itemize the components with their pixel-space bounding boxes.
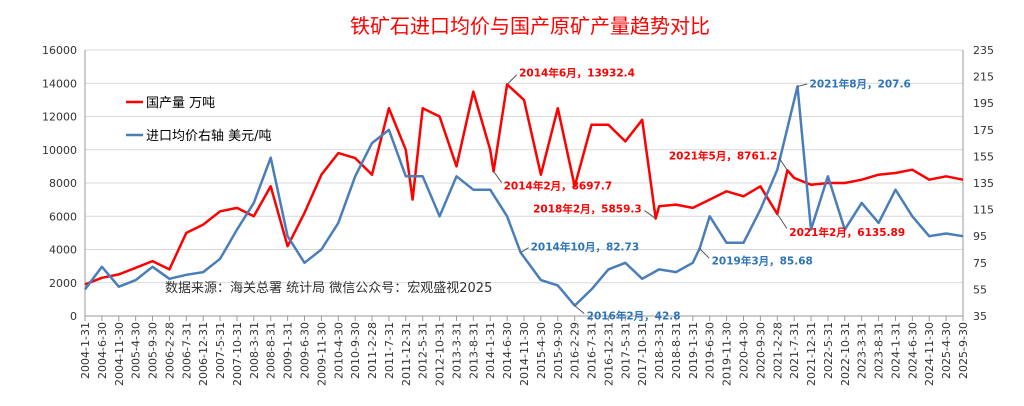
annotation-label: 2021年5月，8761.2 [669,149,778,162]
x-tick-label: 2024-6-30 [906,322,919,379]
annotation-leader [574,305,585,315]
x-tick-label: 2010-9-30 [349,322,362,379]
x-tick-label: 2022-5-31 [822,322,835,379]
annotation-label: 2018年2月，5859.3 [533,203,642,216]
x-tick-label: 2021-7-31 [788,322,801,379]
x-tick-label: 2011-7-31 [383,322,396,379]
annotation-label: 2016年2月，42.8 [587,310,681,323]
x-tick-label: 2022-10-31 [839,322,852,386]
x-tick-label: 2008-3-31 [248,322,261,379]
x-tick-label: 2024-1-31 [889,322,902,379]
x-tick-label: 2013-8-31 [467,322,480,379]
x-tick-label: 2023-8-31 [873,322,886,379]
x-tick-label: 2010-4-30 [332,322,345,379]
x-tick-label: 2004-11-30 [113,322,126,386]
annotation-leader [776,213,788,229]
x-tick-label: 2011-12-31 [400,322,413,386]
x-tick-label: 2021-12-31 [805,322,818,386]
x-tick-label: 2008-8-31 [265,322,278,379]
annotation-label: 2021年2月，6135.89 [789,226,905,239]
x-tick-label: 2019-11-30 [721,322,734,386]
x-tick-label: 2020-9-30 [754,322,767,379]
x-tick-label: 2019-6-30 [704,322,717,379]
y-left-tick-label: 8000 [49,177,77,190]
y-right-tick-label: 195 [973,97,994,110]
x-tick-label: 2006-12-31 [197,322,210,386]
source-note: 数据来源：海关总署 统计局 微信公众号：宏观盛视2025 [165,281,492,296]
y-left-tick-label: 6000 [49,210,77,223]
x-tick-label: 2006-7-31 [180,322,193,379]
x-tick-label: 2016-7-31 [586,322,599,379]
y-right-tick-label: 135 [973,177,994,190]
x-tick-label: 2015-4-30 [535,322,548,379]
y-right-tick-label: 155 [973,150,994,163]
x-tick-label: 2015-9-30 [552,322,565,379]
y-left-tick-label: 4000 [49,244,77,257]
annotation-leader [778,158,788,171]
y-right-tick-label: 55 [973,283,987,296]
x-tick-label: 2014-11-30 [518,322,531,386]
x-tick-label: 2016-2-29 [569,322,582,379]
x-tick-label: 2020-4-30 [738,322,751,379]
x-tick-label: 2023-3-31 [856,322,869,379]
x-tick-label: 2004-1-31 [79,322,92,379]
legend-label-production: 国产量 万吨 [146,96,215,111]
y-right-tick-label: 175 [973,124,994,137]
y-right-tick-label: 75 [973,257,987,270]
x-tick-label: 2009-6-30 [299,322,312,379]
chart-title: 铁矿石进口均价与国产原矿产量趋势对比 [350,14,710,38]
x-tick-label: 2017-10-31 [636,322,649,386]
x-tick-label: 2019-1-31 [687,322,700,379]
x-tick-label: 2005-4-30 [130,322,143,379]
annotation-label: 2014年6月，13932.4 [519,66,635,79]
annotation-leader [520,247,529,253]
y-left-tick-label: 10000 [42,144,77,157]
x-tick-label: 2007-5-31 [214,322,227,379]
x-tick-label: 2018-8-31 [670,322,683,379]
annotation-leader [644,210,656,219]
y-right-tick-label: 235 [973,44,994,57]
annotation-label: 2021年8月，207.6 [810,77,911,90]
y-left-tick-label: 2000 [49,277,77,290]
x-tick-label: 2012-10-31 [434,322,447,386]
x-tick-label: 2025-4-30 [940,322,953,379]
x-tick-label: 2006-2-28 [163,322,176,379]
annotation-leader [493,171,503,183]
annotation-label: 2019年3月，85.68 [712,255,813,268]
y-left-tick-label: 16000 [42,44,77,57]
x-tick-label: 2016-12-31 [602,322,615,386]
annotation-leader [797,83,808,87]
x-tick-label: 2009-11-30 [315,322,328,386]
legend: 国产量 万吨 进口均价右轴 美元/吨 [126,96,272,144]
series-line-price [83,85,964,307]
x-tick-label: 2005-9-30 [147,322,160,379]
x-tick-label: 2009-1-31 [282,322,295,379]
annotation-leader [699,248,710,259]
y-right-tick-label: 35 [973,310,987,323]
x-tick-label: 2024-11-30 [923,322,936,386]
y-left-tick-label: 12000 [42,111,77,124]
annotation-leader [506,74,518,85]
y-left-tick-label: 14000 [42,77,77,90]
x-tick-label: 2014-1-31 [484,322,497,379]
x-tick-label: 2004-6-30 [96,322,109,379]
legend-label-price: 进口均价右轴 美元/吨 [146,129,272,144]
x-tick-label: 2025-9-30 [957,322,970,379]
x-tick-label: 2021-2-28 [771,322,784,379]
x-tick-label: 2007-10-31 [231,322,244,386]
x-tick-label: 2012-5-31 [417,322,430,379]
x-tick-label: 2014-6-30 [501,322,514,379]
annotation-label: 2014年10月，82.73 [531,241,640,254]
x-tick-label: 2013-3-31 [450,322,463,379]
x-tick-label: 2017-5-31 [619,322,632,379]
y-left-tick-label: 0 [70,310,77,323]
x-tick-label: 2011-2-28 [366,322,379,379]
y-right-tick-label: 95 [973,230,987,243]
x-tick-label: 2018-3-31 [653,322,666,379]
y-right-tick-label: 215 [973,71,994,84]
annotation-label: 2014年2月，8697.7 [504,179,613,192]
y-right-tick-label: 115 [973,204,994,217]
